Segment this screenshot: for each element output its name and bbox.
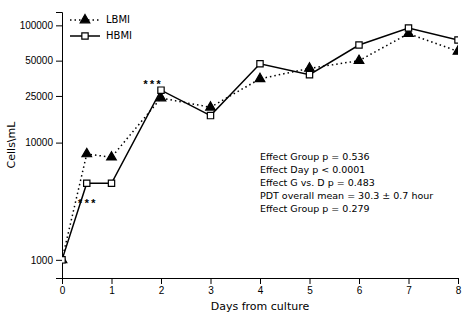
- y-tick-mark: [56, 25, 62, 26]
- series-line: [62, 34, 458, 260]
- series-line: [62, 28, 458, 260]
- point: [206, 102, 216, 110]
- y-axis-line: [56, 13, 63, 279]
- legend-item: LBMI: [70, 14, 130, 25]
- stats-note: PDT overall mean = 30.3 ± 0.7 hour: [260, 190, 433, 201]
- point: [455, 37, 458, 43]
- point: [84, 180, 90, 186]
- significance-stars: ***: [77, 198, 97, 210]
- plot: 0 1 2 3 4 5 6 7 8 1000 10000 25000 50000 100000 LBMI HB…: [20, 13, 463, 297]
- legend-item: HBMI: [70, 30, 132, 41]
- x-tick-mark: [359, 278, 360, 284]
- y-tick: 50000: [25, 55, 62, 66]
- y-axis: 1000 10000 25000 50000 100000: [20, 13, 63, 279]
- significance-stars: ***: [142, 79, 162, 91]
- point: [62, 257, 65, 263]
- x-tick: 0: [60, 278, 66, 296]
- x-tick-label: 2: [159, 285, 165, 296]
- x-tick-label: 8: [456, 285, 462, 296]
- data-area: [62, 25, 458, 263]
- legend-marker: [82, 33, 88, 39]
- x-tick-mark: [310, 278, 311, 284]
- x-tick: 5: [307, 278, 313, 296]
- x-tick: 2: [159, 278, 165, 296]
- y-tick: 1000: [31, 255, 62, 266]
- x-tick-mark: [260, 278, 261, 284]
- point: [108, 180, 114, 186]
- point: [257, 61, 263, 67]
- stats-note: Effect Group p = 0.279: [260, 203, 370, 214]
- y-tick: 100000: [20, 20, 62, 31]
- legend: LBMI HBMI: [70, 14, 132, 41]
- series: [62, 28, 458, 263]
- x-tick-label: 6: [357, 285, 363, 296]
- y-tick: 10000: [25, 137, 62, 148]
- x-tick-mark: [112, 278, 113, 284]
- annotations: *** *** Effect Group p = 0.536 Effect Day p…: [77, 79, 433, 215]
- y-tick-label: 100000: [20, 20, 54, 31]
- y-tick-label: 50000: [25, 55, 53, 66]
- point: [405, 25, 411, 31]
- x-tick: 1: [109, 278, 115, 296]
- point: [255, 73, 265, 81]
- x-tick: 4: [258, 278, 264, 296]
- point: [82, 148, 92, 156]
- x-tick: 3: [208, 278, 214, 296]
- x-tick-label: 3: [208, 285, 214, 296]
- y-axis-title: Cells\mL: [5, 121, 18, 169]
- y-tick: 25000: [25, 91, 62, 102]
- legend-label: HBMI: [106, 30, 132, 41]
- y-tick-label: 25000: [25, 91, 53, 102]
- point: [354, 55, 364, 63]
- y-tick-mark: [56, 143, 62, 144]
- stats-note: Effect Group p = 0.536: [260, 151, 370, 162]
- x-axis-title: Days from culture: [211, 300, 310, 313]
- x-tick-label: 7: [406, 285, 412, 296]
- y-tick-mark: [56, 260, 62, 261]
- x-tick-label: 5: [307, 285, 313, 296]
- x-tick-mark: [161, 278, 162, 284]
- point: [207, 112, 213, 118]
- x-axis: 0 1 2 3 4 5 6 7 8: [60, 278, 462, 296]
- x-tick-mark: [409, 278, 410, 284]
- y-tick-mark: [56, 61, 62, 62]
- point: [356, 42, 362, 48]
- point: [305, 63, 315, 71]
- x-tick: 7: [406, 278, 412, 296]
- x-tick-label: 0: [60, 285, 66, 296]
- legend-marker: [80, 14, 90, 22]
- point: [306, 71, 312, 77]
- stats-note: Effect G vs. D p = 0.483: [260, 177, 375, 188]
- stats-note: Effect Day p < 0.0001: [260, 164, 365, 175]
- x-tick-mark: [458, 278, 459, 284]
- x-axis-line: [63, 279, 459, 285]
- y-tick-label: 1000: [31, 255, 54, 266]
- legend-label: LBMI: [106, 14, 130, 25]
- x-tick-label: 1: [109, 285, 115, 296]
- y-tick-label: 10000: [25, 137, 53, 148]
- point: [453, 46, 458, 54]
- series: [62, 25, 458, 263]
- x-tick-mark: [211, 278, 212, 284]
- y-tick-mark: [56, 96, 62, 97]
- x-tick: 8: [456, 278, 462, 296]
- x-tick-label: 4: [258, 285, 264, 296]
- point: [107, 152, 117, 160]
- chart: 0 1 2 3 4 5 6 7 8 1000 10000 25000 50000 100000 LBMI HB…: [0, 0, 474, 316]
- x-tick: 6: [357, 278, 363, 296]
